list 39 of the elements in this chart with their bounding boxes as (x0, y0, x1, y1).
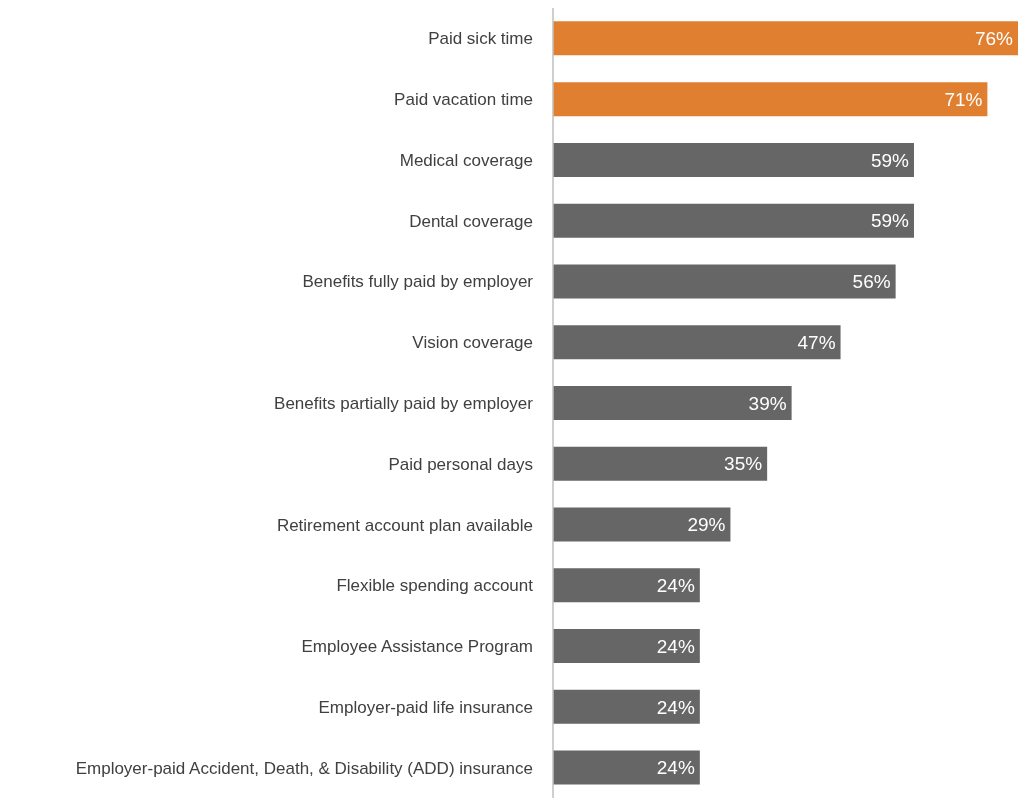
bar (553, 629, 700, 664)
data-label: 39% (748, 392, 787, 414)
y-tick-label: Vision coverage (412, 333, 533, 353)
data-label: 24% (656, 575, 695, 597)
data-label: 24% (656, 696, 695, 718)
y-tick-label: Flexible spending account (336, 576, 534, 596)
y-tick-label: Employer-paid life insurance (318, 697, 533, 717)
data-label: 47% (797, 331, 836, 353)
bar (553, 142, 914, 177)
data-label: 29% (687, 514, 726, 536)
bar (553, 325, 841, 360)
bar (553, 689, 700, 724)
bar (553, 507, 731, 542)
data-label: 76% (974, 28, 1014, 50)
y-tick-label: Medical coverage (399, 150, 533, 170)
data-label: 56% (852, 271, 891, 293)
data-label: 59% (870, 149, 910, 171)
bar (553, 385, 792, 420)
bar (553, 750, 700, 785)
y-tick-label: Benefits fully paid by employer (302, 272, 534, 292)
data-label: 24% (656, 635, 695, 657)
y-tick-label: Paid sick time (428, 29, 533, 49)
data-label: 35% (724, 453, 763, 475)
data-label: 59% (870, 210, 910, 232)
bar (553, 21, 1018, 56)
bar (553, 264, 896, 299)
data-label: 71% (944, 88, 983, 110)
y-tick-label: Dental coverage (409, 211, 533, 231)
bar (553, 568, 700, 603)
y-tick-label: Paid vacation time (394, 90, 533, 110)
data-label: 24% (656, 757, 695, 779)
bar (553, 446, 768, 481)
bar (553, 203, 914, 238)
y-tick-label: Employer-paid Accident, Death, & Disability (ADD) insurance (75, 758, 533, 778)
y-tick-label: Employee Assistance Program (301, 637, 533, 657)
y-tick-label: Benefits partially paid by employer (274, 394, 534, 414)
bar (553, 82, 988, 117)
y-tick-label: Retirement account plan available (276, 515, 533, 535)
y-tick-label: Paid personal days (388, 454, 533, 474)
